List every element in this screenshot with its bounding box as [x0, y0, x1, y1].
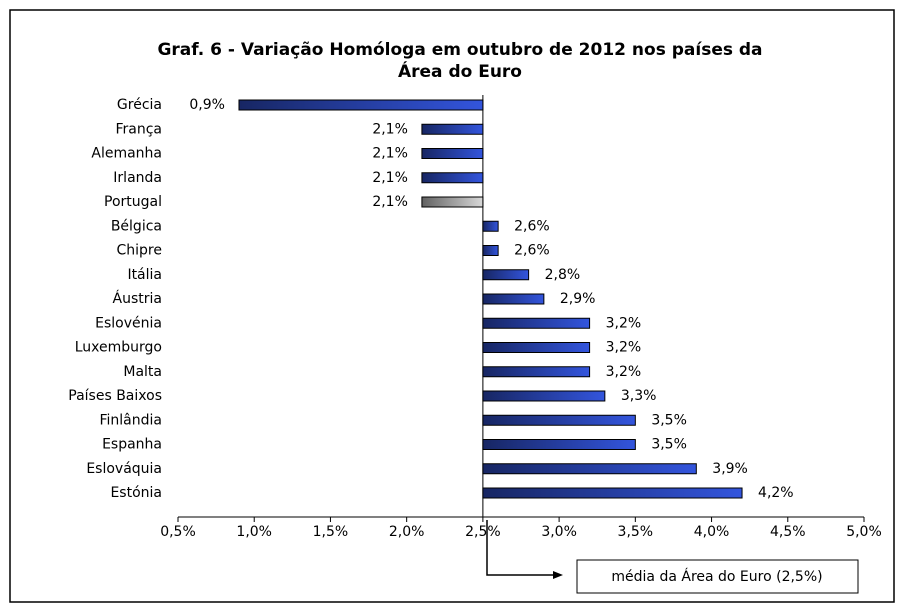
data-label: 2,9%	[560, 291, 596, 307]
data-label: 2,8%	[545, 267, 581, 283]
bar	[482, 317, 591, 329]
bar	[482, 220, 499, 232]
data-label: 2,1%	[372, 146, 408, 162]
data-label: 0,9%	[189, 97, 225, 113]
data-label: 2,1%	[372, 170, 408, 186]
data-label: 2,6%	[514, 243, 550, 259]
y-tick-label: Áustria	[113, 290, 162, 307]
arrow-head	[553, 571, 563, 579]
data-label: 3,9%	[712, 461, 748, 477]
y-tick-label: Malta	[123, 364, 162, 380]
y-tick-label: Luxemburgo	[75, 340, 162, 356]
data-label: 3,5%	[651, 412, 687, 428]
y-tick-label: Chipre	[117, 243, 163, 259]
y-tick-label: Espanha	[102, 437, 162, 453]
data-label: 3,2%	[606, 340, 642, 356]
y-tick-label: Eslováquia	[86, 461, 162, 477]
bar	[482, 463, 697, 475]
annotation: média da Área do Euro (2,5%)	[611, 568, 822, 585]
y-tick-label: Grécia	[117, 97, 162, 113]
annotation-box	[576, 559, 859, 594]
y-tick-label: Eslovénia	[95, 315, 162, 331]
data-label: 3,3%	[621, 388, 657, 404]
y-tick-label: Bélgica	[111, 218, 162, 234]
bar	[482, 487, 743, 499]
data-label: 2,1%	[372, 121, 408, 137]
bar	[421, 172, 484, 184]
bar	[421, 148, 484, 159]
x-tick-label: 1,5%	[313, 524, 349, 540]
x-tick-label: 3,0%	[541, 524, 577, 540]
x-tick-label: 4,5%	[770, 524, 806, 540]
y-tick-label: Países Baixos	[68, 388, 162, 404]
x-tick-label: 0,5%	[160, 524, 196, 540]
bar	[482, 439, 636, 450]
y-tick-label: Portugal	[104, 194, 162, 210]
bar	[482, 293, 545, 305]
y-tick-label: Estónia	[110, 485, 162, 501]
y-tick-label: Finlândia	[100, 412, 163, 428]
bar	[482, 245, 499, 256]
x-tick-label: 5,0%	[846, 524, 882, 540]
chart-title: Graf. 6 - Variação Homóloga em outubro d…	[157, 40, 762, 60]
annotation-arrow	[486, 520, 555, 576]
y-tick-label: Itália	[127, 267, 162, 283]
x-tick-label: 2,0%	[389, 524, 425, 540]
y-tick-label: França	[115, 121, 162, 137]
data-label: 2,1%	[372, 194, 408, 210]
bar	[482, 269, 530, 281]
chart-title: Área do Euro	[398, 60, 522, 82]
y-tick-label: Alemanha	[91, 146, 162, 162]
x-tick-label: 1,0%	[236, 524, 272, 540]
x-tick-label: 3,5%	[618, 524, 654, 540]
y-tick-label: Irlanda	[113, 170, 162, 186]
bar	[238, 99, 484, 111]
x-tick-label: 2,5%	[465, 524, 501, 540]
bar	[421, 123, 484, 135]
data-label: 3,5%	[651, 437, 687, 453]
data-label: 3,2%	[606, 364, 642, 380]
data-label: 2,6%	[514, 218, 550, 234]
bar	[482, 390, 606, 402]
data-label: 4,2%	[758, 485, 794, 501]
bar	[482, 342, 591, 353]
bar	[482, 366, 591, 378]
bar	[421, 196, 484, 208]
bar	[482, 414, 636, 426]
data-label: 3,2%	[606, 315, 642, 331]
x-tick-label: 4,0%	[694, 524, 730, 540]
